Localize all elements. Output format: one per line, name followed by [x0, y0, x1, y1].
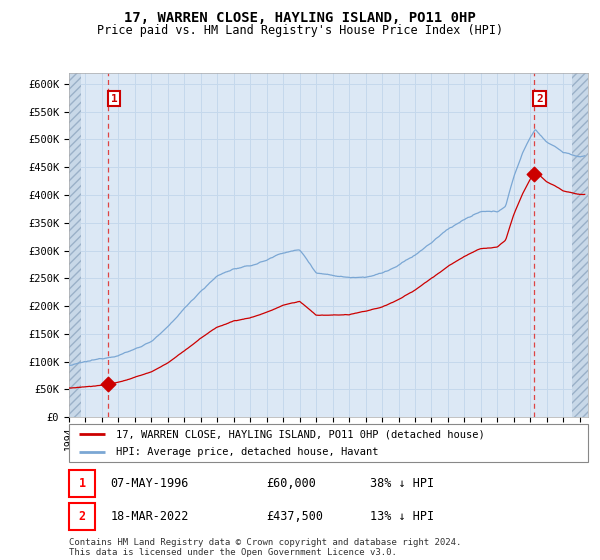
Text: 1: 1 [79, 477, 86, 491]
Bar [572, 73, 588, 417]
Text: 17, WARREN CLOSE, HAYLING ISLAND, PO11 0HP: 17, WARREN CLOSE, HAYLING ISLAND, PO11 0… [124, 11, 476, 25]
Text: Price paid vs. HM Land Registry's House Price Index (HPI): Price paid vs. HM Land Registry's House … [97, 24, 503, 36]
Text: HPI: Average price, detached house, Havant: HPI: Average price, detached house, Hava… [116, 447, 378, 457]
Text: 2: 2 [79, 510, 86, 522]
FancyBboxPatch shape [69, 470, 95, 497]
Text: 07-MAY-1996: 07-MAY-1996 [110, 477, 189, 491]
Bar [69, 73, 80, 417]
Text: 38% ↓ HPI: 38% ↓ HPI [370, 477, 434, 491]
FancyBboxPatch shape [69, 502, 95, 530]
Text: £60,000: £60,000 [266, 477, 316, 491]
Text: 17, WARREN CLOSE, HAYLING ISLAND, PO11 0HP (detached house): 17, WARREN CLOSE, HAYLING ISLAND, PO11 0… [116, 429, 484, 439]
Bar [69, 73, 80, 417]
Text: 13% ↓ HPI: 13% ↓ HPI [370, 510, 434, 522]
Text: £437,500: £437,500 [266, 510, 323, 522]
Bar [572, 73, 588, 417]
Point [103, 379, 113, 388]
Text: Contains HM Land Registry data © Crown copyright and database right 2024.
This d: Contains HM Land Registry data © Crown c… [69, 538, 461, 557]
Text: 1: 1 [110, 94, 117, 104]
FancyBboxPatch shape [69, 424, 588, 462]
Text: 2: 2 [536, 94, 543, 104]
Text: 18-MAR-2022: 18-MAR-2022 [110, 510, 189, 522]
Point [529, 170, 539, 179]
